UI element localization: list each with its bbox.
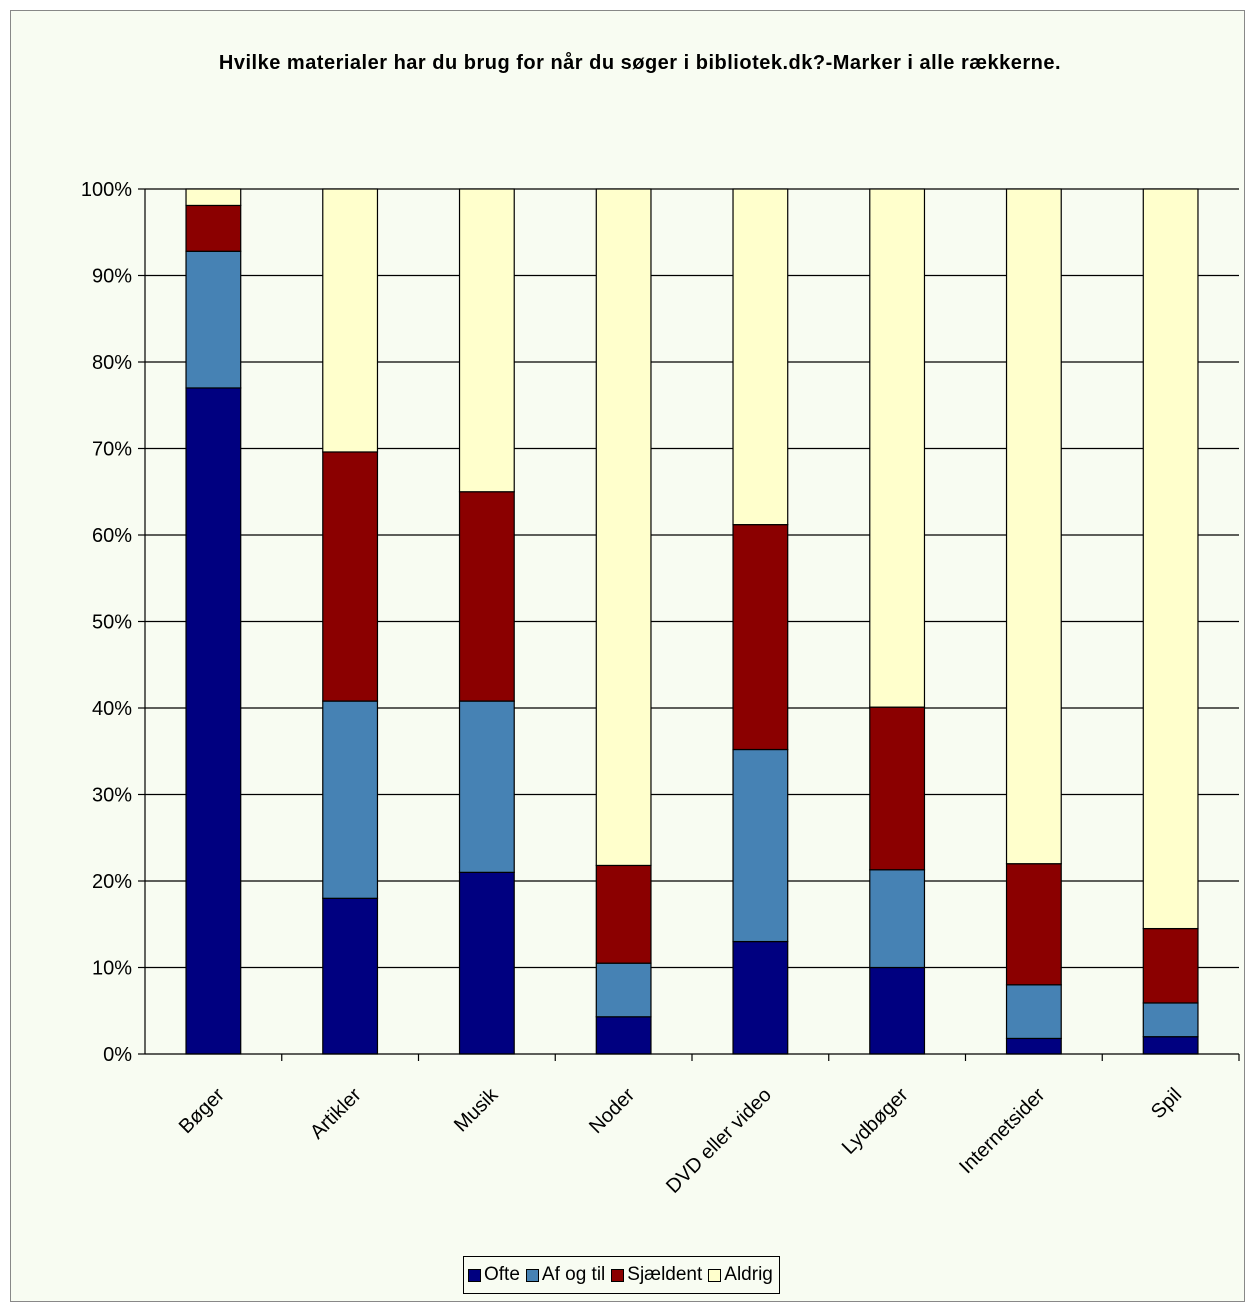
gridlines bbox=[145, 188, 1239, 969]
y-tick-label: 20% bbox=[92, 871, 132, 893]
bar-segment bbox=[1005, 863, 1062, 986]
y-tick-label: 80% bbox=[92, 352, 132, 374]
bar-segment bbox=[458, 491, 515, 702]
bar-segment bbox=[322, 451, 379, 702]
bar-segment bbox=[1005, 984, 1062, 1040]
y-tick-label: 40% bbox=[92, 698, 132, 720]
x-tick-label: Spil bbox=[1147, 1084, 1186, 1123]
bar-segment bbox=[595, 962, 652, 1018]
bar-segment bbox=[869, 966, 926, 1055]
bar-segment bbox=[322, 700, 379, 899]
x-tick-labels: Bøger Artikler Musik Noder DVD eller video Ly… bbox=[175, 1083, 1186, 1198]
y-tick-label: 50% bbox=[92, 612, 132, 634]
bar-segment bbox=[458, 700, 515, 873]
bar-segment bbox=[1142, 188, 1199, 930]
bar-segment bbox=[732, 940, 789, 1055]
x-tick-label: Lydbøger bbox=[838, 1084, 913, 1159]
x-tick-label: Internetsider bbox=[955, 1084, 1049, 1178]
bar-segment bbox=[1142, 927, 1199, 1004]
bar-segment bbox=[1005, 1037, 1062, 1055]
bar-segment bbox=[185, 387, 242, 1055]
bar-segment bbox=[869, 706, 926, 871]
x-tick-label: Artikler bbox=[306, 1084, 366, 1144]
y-tick-label: 60% bbox=[92, 525, 132, 547]
bar-segment bbox=[595, 188, 652, 867]
legend-swatch bbox=[525, 1268, 539, 1282]
bar-segment bbox=[869, 188, 926, 708]
x-tick-label: Bøger bbox=[175, 1084, 229, 1138]
bar-segment bbox=[1142, 1002, 1199, 1038]
chart-title: Hvilke materialer har du brug for når du… bbox=[218, 52, 1062, 74]
legend-swatch bbox=[708, 1268, 722, 1282]
y-tick-label: 100% bbox=[81, 179, 132, 201]
legend-item: Sjældent bbox=[611, 1264, 702, 1286]
y-tick-label: 90% bbox=[92, 266, 132, 288]
bar-segment bbox=[595, 864, 652, 964]
bar-segment bbox=[595, 1016, 652, 1055]
y-tick-label: 70% bbox=[92, 439, 132, 461]
x-tick-label: Noder bbox=[585, 1084, 639, 1138]
x-tick-label: Musik bbox=[450, 1083, 503, 1136]
legend-swatch bbox=[468, 1268, 481, 1282]
axes bbox=[138, 188, 1240, 1061]
y-tick-label: 30% bbox=[92, 785, 132, 807]
bar-segment bbox=[458, 871, 515, 1055]
legend-item: Aldrig bbox=[708, 1264, 773, 1286]
bar-segment bbox=[185, 188, 242, 207]
legend-item: Af og til bbox=[525, 1264, 606, 1286]
x-tick-label: DVD eller video bbox=[662, 1084, 776, 1198]
bar-segment bbox=[322, 188, 379, 453]
y-tick-label: 0% bbox=[103, 1044, 132, 1066]
bar-segment bbox=[732, 524, 789, 751]
legend-swatch bbox=[611, 1268, 625, 1282]
legend-label: Af og til bbox=[541, 1264, 606, 1285]
y-tick-label: 10% bbox=[92, 958, 132, 980]
bar-segment bbox=[322, 897, 379, 1055]
bar-segment bbox=[732, 188, 789, 526]
legend-label: Ofte bbox=[484, 1264, 520, 1285]
legend-label: Aldrig bbox=[724, 1264, 773, 1285]
bar-segment bbox=[185, 250, 242, 389]
legend-label: Sjældent bbox=[627, 1264, 703, 1285]
bar-segment bbox=[1005, 188, 1062, 865]
bar-segment bbox=[1142, 1036, 1199, 1055]
bar-segment bbox=[458, 188, 515, 493]
bar-segment bbox=[185, 204, 242, 252]
y-tick-labels: 0% 10% 20% 30% 40% 50% 60% 70% 80% 90% 100% bbox=[81, 179, 132, 1066]
bar-segment bbox=[732, 748, 789, 943]
bars bbox=[185, 188, 1199, 1055]
legend-item: Ofte bbox=[468, 1264, 520, 1286]
bar-segment bbox=[869, 869, 926, 969]
legend: Ofte Af og til Sjældent Aldrig bbox=[463, 1256, 780, 1294]
